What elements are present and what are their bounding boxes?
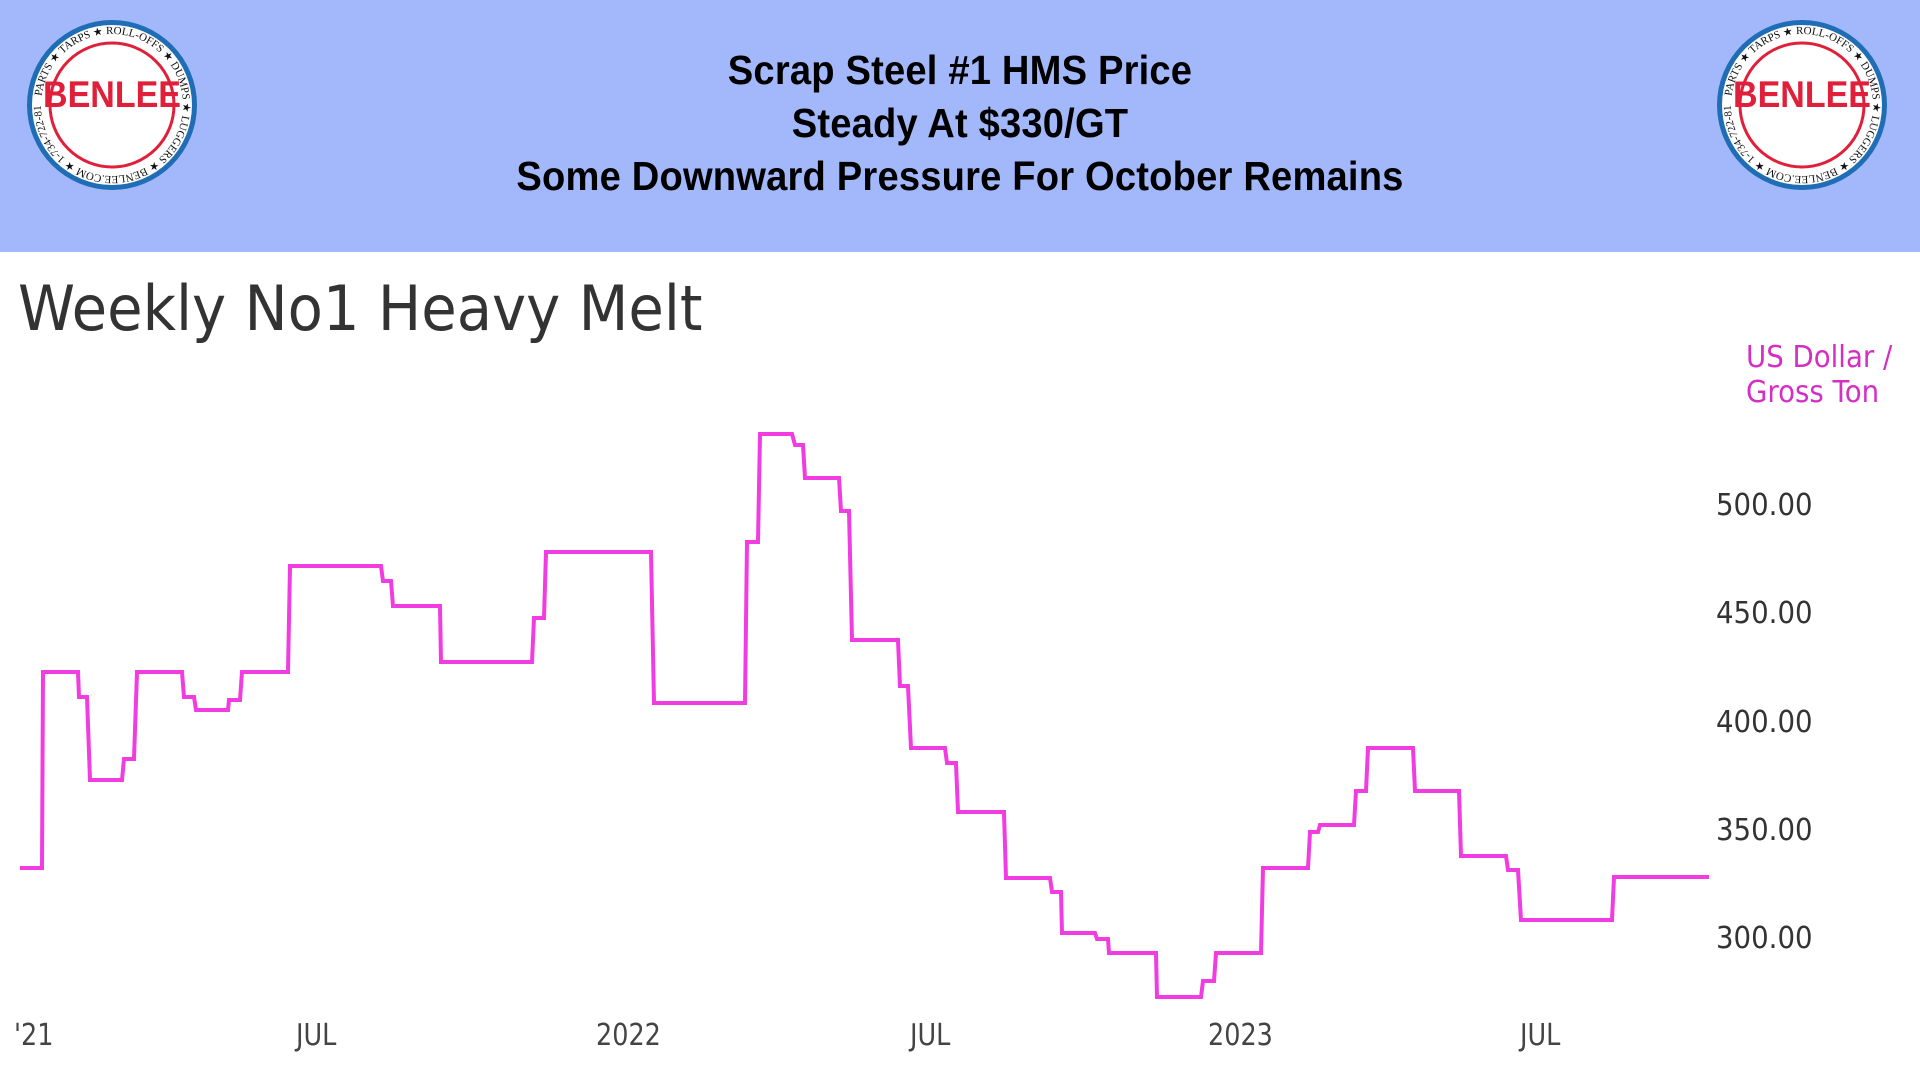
y-tick-400: 400.00 [1716,705,1813,740]
x-tick-jul-2021: JUL [296,1018,337,1053]
y-tick-500: 500.00 [1716,488,1813,523]
header-banner: PARTS ★ TARPS ★ ROLL-OFFS ★ DUMPS ★ LUGG… [0,0,1920,252]
x-tick-jul-2023: JUL [1520,1018,1561,1053]
headline-line-1: Scrap Steel #1 HMS Price [727,47,1193,93]
headline-line-3: Some Downward Pressure For October Remai… [516,153,1404,199]
unit-label-line-1: US Dollar / [1746,340,1893,375]
svg-text:BENLEE: BENLEE [1733,74,1871,116]
svg-text:BENLEE: BENLEE [43,74,181,116]
y-tick-350: 350.00 [1716,813,1813,848]
x-tick-2021: '21 [14,1018,54,1053]
x-tick-2023: 2023 [1208,1018,1273,1053]
benlee-logo-right: PARTS ★ TARPS ★ ROLL-OFFS ★ DUMPS ★ LUGG… [1714,17,1887,190]
headline-line-2: Steady At $330/GT [791,100,1129,146]
y-axis-unit-label: US Dollar / Gross Ton [1746,340,1892,410]
y-tick-300: 300.00 [1716,921,1813,956]
price-step-line [20,432,1709,999]
headline: Scrap Steel #1 HMS Price Steady At $330/… [0,44,1920,203]
x-tick-jul-2022: JUL [910,1018,951,1053]
chart-title: Weekly No1 Heavy Melt [18,272,703,345]
unit-label-line-2: Gross Ton [1746,375,1880,410]
y-tick-450: 450.00 [1716,596,1813,631]
x-tick-2022: 2022 [596,1018,661,1053]
benlee-logo-left: PARTS ★ TARPS ★ ROLL-OFFS ★ DUMPS ★ LUGG… [24,17,197,190]
